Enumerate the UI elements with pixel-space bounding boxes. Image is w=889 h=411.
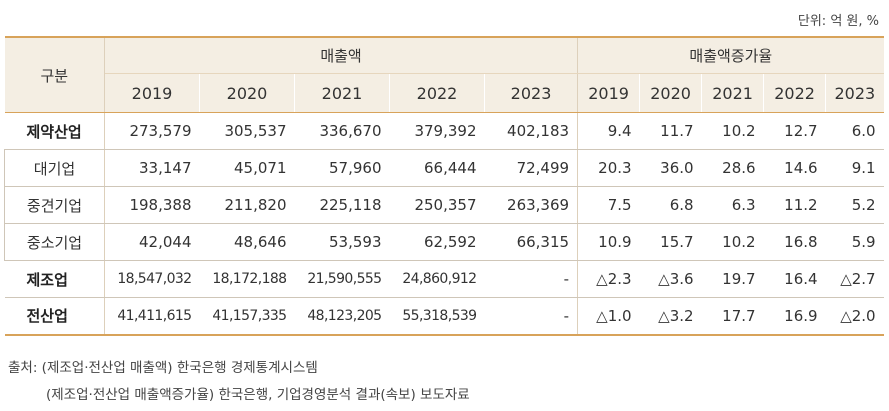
growth-cell: 11.2: [763, 186, 826, 224]
table-row: 제조업 18,547,032 18,172,188 21,590,555 24,…: [4, 260, 884, 298]
sales-cell: 48,646: [199, 223, 295, 261]
growth-year-header: 2023: [825, 73, 884, 113]
growth-cell: 15.7: [639, 223, 702, 261]
source-note-line1: 출처: (제조업·전산업 매출액) 한국은행 경제통계시스템: [8, 360, 318, 376]
sales-cell: 57,960: [294, 149, 390, 187]
table-row: 대기업 33,147 45,071 57,960 66,444 72,499 2…: [4, 149, 884, 187]
table-row: 중소기업 42,044 48,646 53,593 62,592 66,315 …: [4, 223, 884, 261]
growth-cell: 36.0: [639, 149, 702, 187]
growth-cell: 6.3: [701, 186, 764, 224]
sales-group-header: 매출액: [104, 36, 579, 74]
growth-cell: 10.2: [701, 223, 764, 261]
growth-cell: 6.0: [825, 112, 884, 150]
row-label: 중견기업: [4, 186, 105, 224]
sales-cell: 41,157,335: [199, 297, 295, 336]
sales-cell: 41,411,615: [104, 297, 200, 336]
year-header-row: 2019 2020 2021 2022 2023 2019 2020 2021 …: [5, 73, 884, 113]
sales-cell: 305,537: [199, 112, 295, 150]
growth-cell: 9.1: [825, 149, 884, 187]
row-label: 중소기업: [4, 223, 105, 261]
growth-cell: △3.6: [639, 260, 702, 298]
row-label: 제약산업: [4, 112, 105, 150]
sales-cell: 379,392: [389, 112, 485, 150]
growth-cell: 20.3: [577, 149, 640, 187]
sales-cell: 62,592: [389, 223, 485, 261]
table-row: 중견기업 198,388 211,820 225,118 250,357 263…: [4, 186, 884, 224]
sales-cell: 402,183: [484, 112, 579, 150]
growth-cell: 7.5: [577, 186, 640, 224]
growth-cell: 14.6: [763, 149, 826, 187]
sales-cell: 18,547,032: [104, 260, 200, 298]
sales-cell: 225,118: [294, 186, 390, 224]
sales-cell: 24,860,912: [389, 260, 485, 298]
sales-cell: 72,499: [484, 149, 579, 187]
growth-cell: 6.8: [639, 186, 702, 224]
growth-cell: △1.0: [577, 297, 640, 336]
category-header: 구분: [4, 36, 105, 113]
growth-cell: △2.3: [577, 260, 640, 298]
growth-cell: 5.9: [825, 223, 884, 261]
growth-cell: 16.8: [763, 223, 826, 261]
growth-cell: 10.9: [577, 223, 640, 261]
sales-cell: 211,820: [199, 186, 295, 224]
source-note-line2: (제조업·전산업 매출액증가율) 한국은행, 기업경영분석 결과(속보) 보도자…: [46, 387, 470, 403]
growth-cell: 11.7: [639, 112, 702, 150]
sales-cell: 263,369: [484, 186, 579, 224]
sales-cell: 55,318,539: [389, 297, 485, 336]
sales-cell: 42,044: [104, 223, 200, 261]
sales-cell: 66,444: [389, 149, 485, 187]
growth-year-header: 2020: [639, 73, 702, 113]
sales-year-header: 2020: [199, 73, 295, 113]
sales-cell: 250,357: [389, 186, 485, 224]
growth-cell: 12.7: [763, 112, 826, 150]
sales-cell: -: [484, 297, 579, 336]
sales-year-header: 2021: [294, 73, 390, 113]
growth-year-header: 2019: [577, 73, 640, 113]
sales-cell: 45,071: [199, 149, 295, 187]
sales-cell: 336,670: [294, 112, 390, 150]
sales-cell: 18,172,188: [199, 260, 295, 298]
growth-cell: 5.2: [825, 186, 884, 224]
row-label: 대기업: [4, 149, 105, 187]
growth-cell: 19.7: [701, 260, 764, 298]
sales-table: 구분 매출액 매출액증가율 2019 2020 2021 2022 2023 2…: [4, 36, 884, 336]
sales-cell: 66,315: [484, 223, 579, 261]
growth-cell: 9.4: [577, 112, 640, 150]
table-row: 전산업 41,411,615 41,157,335 48,123,205 55,…: [4, 297, 884, 336]
row-label: 제조업: [4, 260, 105, 298]
growth-group-header: 매출액증가율: [577, 36, 884, 74]
sales-year-header: 2019: [104, 73, 200, 113]
sales-year-header: 2022: [389, 73, 485, 113]
sales-cell: 273,579: [104, 112, 200, 150]
growth-cell: 10.2: [701, 112, 764, 150]
sales-year-header: 2023: [483, 73, 579, 113]
sales-cell: 53,593: [294, 223, 390, 261]
unit-label: 단위: 억 원, %: [797, 14, 879, 29]
growth-year-header: 2021: [701, 73, 764, 113]
growth-cell: △2.0: [825, 297, 884, 336]
growth-cell: 17.7: [701, 297, 764, 336]
growth-cell: 16.4: [763, 260, 826, 298]
sales-cell: 198,388: [104, 186, 200, 224]
table-row: 제약산업 273,579 305,537 336,670 379,392 402…: [4, 112, 884, 150]
growth-cell: △3.2: [639, 297, 702, 336]
growth-cell: △2.7: [825, 260, 884, 298]
growth-year-header: 2022: [763, 73, 826, 113]
growth-cell: 16.9: [763, 297, 826, 336]
growth-cell: 28.6: [701, 149, 764, 187]
sales-cell: 21,590,555: [294, 260, 390, 298]
sales-cell: 48,123,205: [294, 297, 390, 336]
row-label: 전산업: [4, 297, 105, 336]
sales-cell: 33,147: [104, 149, 200, 187]
sales-cell: -: [484, 260, 579, 298]
